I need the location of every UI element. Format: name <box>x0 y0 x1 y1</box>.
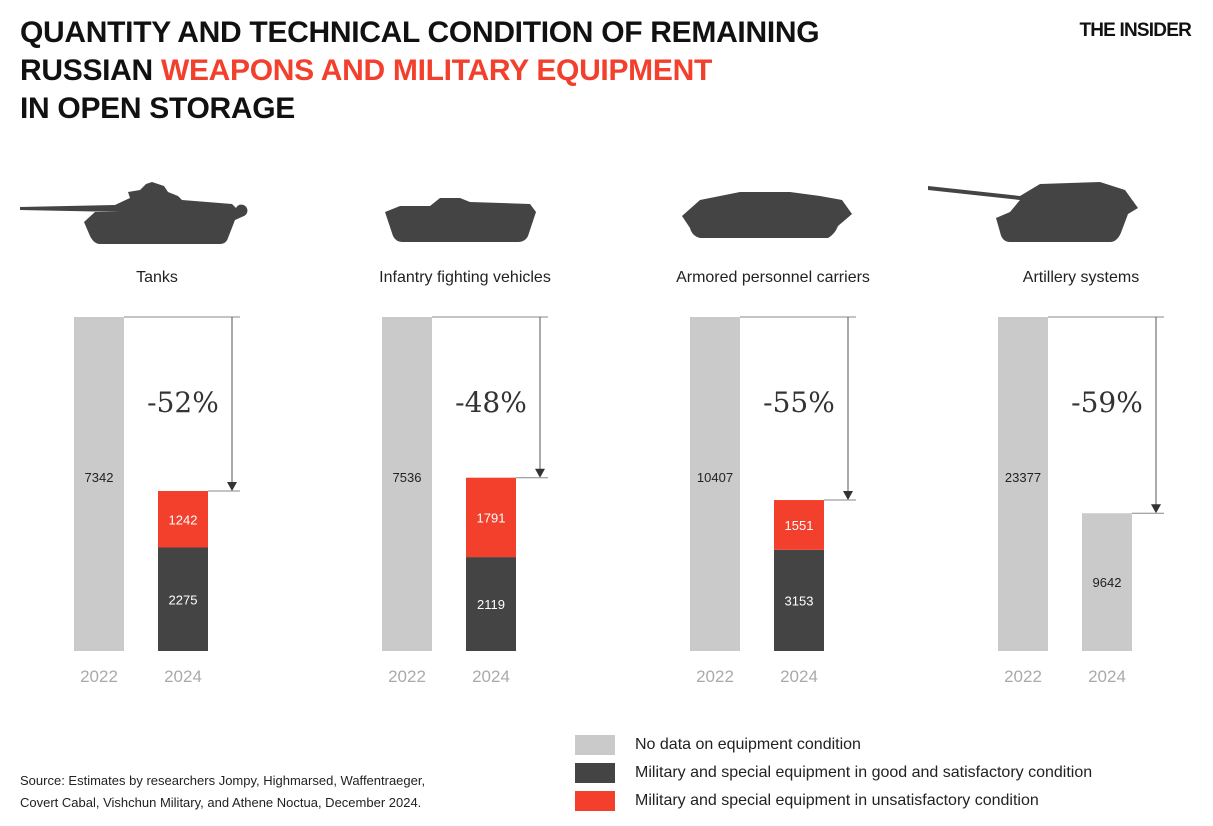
change-label: -48% <box>455 386 527 419</box>
panel-infantry-fighting-vehicles: Infantry fighting vehicles 7536 2119 1791 -4… <box>379 198 551 686</box>
value-label-2024-unsatisfactory: 1551 <box>785 518 814 533</box>
value-label-2022: 7536 <box>393 470 422 485</box>
panel-artillery-systems: Artillery systems 23377 9642 -59% 2022 2024 <box>928 182 1164 686</box>
category-label: Armored personnel carriers <box>676 269 870 286</box>
value-label-2024-good: 2275 <box>169 592 198 607</box>
legend-label: Military and special equipment in unsati… <box>635 792 1039 809</box>
change-label: -52% <box>147 386 219 419</box>
legend-label: Military and special equipment in good a… <box>635 764 1093 781</box>
tank-icon <box>20 182 248 244</box>
title-line-3: IN OPEN STORAGE <box>20 92 295 125</box>
arrow-head <box>227 482 237 492</box>
value-label-2022: 7342 <box>85 470 114 485</box>
value-label-2024-good: 3153 <box>785 593 814 608</box>
value-label-2024-no-data: 9642 <box>1093 575 1122 590</box>
title-highlight: WEAPONS AND MILITARY EQUIPMENT <box>160 54 712 87</box>
year-label-2022: 2022 <box>80 667 118 686</box>
arrow-head <box>843 491 853 501</box>
legend: No data on equipment condition Military … <box>575 731 1092 815</box>
bar-2022 <box>382 317 432 651</box>
value-label-2022: 10407 <box>697 470 733 485</box>
source-line-2: Covert Cabal, Vishchun Military, and Ath… <box>20 795 422 810</box>
artillery-icon <box>928 182 1138 242</box>
the-insider-logo: THE INSIDER <box>1079 20 1191 41</box>
arrow-head <box>1151 504 1161 514</box>
category-label: Artillery systems <box>1023 269 1139 286</box>
year-label-2024: 2024 <box>164 667 202 686</box>
bar-2024-good <box>774 549 824 651</box>
value-label-2024-good: 2119 <box>477 597 505 612</box>
apc-icon <box>682 192 852 238</box>
legend-swatch-unsatisfactory <box>575 791 615 811</box>
year-label-2022: 2022 <box>388 667 426 686</box>
title-line-2: RUSSIAN WEAPONS AND MILITARY EQUIPMENT <box>20 52 819 90</box>
bar-2024-good <box>158 547 208 651</box>
bar-2024-unsatisfactory <box>466 477 516 558</box>
legend-item-no-data: No data on equipment condition <box>575 731 1092 759</box>
category-label: Tanks <box>136 269 178 286</box>
year-label-2022: 2022 <box>1004 667 1042 686</box>
panel-tanks: Tanks 7342 2275 1242 -52% 2022 2024 <box>20 182 248 686</box>
bar-2024-no-data <box>1082 513 1132 651</box>
bar-2022 <box>998 317 1048 651</box>
change-label: -59% <box>1071 386 1143 419</box>
value-label-2024-unsatisfactory: 1791 <box>477 510 506 525</box>
bar-2024-unsatisfactory <box>158 491 208 548</box>
year-label-2024: 2024 <box>780 667 818 686</box>
legend-label: No data on equipment condition <box>635 736 861 753</box>
ifv-icon <box>385 198 536 242</box>
year-label-2022: 2022 <box>696 667 734 686</box>
title-line-1: QUANTITY AND TECHNICAL CONDITION OF REMA… <box>20 16 820 49</box>
value-label-2022: 23377 <box>1005 470 1041 485</box>
bar-2024-unsatisfactory <box>774 500 824 550</box>
arrow-head <box>535 468 545 478</box>
bar-2024-good <box>466 557 516 651</box>
legend-item-good: Military and special equipment in good a… <box>575 759 1092 787</box>
source-line-1: Source: Estimates by researchers Jompy, … <box>20 773 426 788</box>
change-label: -55% <box>763 386 835 419</box>
source-note: Source: Estimates by researchers Jompy, … <box>20 770 425 814</box>
value-label-2024-unsatisfactory: 1242 <box>169 512 198 527</box>
panel-armored-personnel-carriers: Armored personnel carriers 10407 3153 1551 -… <box>676 192 870 686</box>
bar-2022 <box>74 317 124 651</box>
legend-swatch-no-data <box>575 735 615 755</box>
legend-item-unsatisfactory: Military and special equipment in unsati… <box>575 787 1092 815</box>
title-prefix: RUSSIAN <box>20 54 161 87</box>
chart-title: QUANTITY AND TECHNICAL CONDITION OF REMA… <box>20 14 820 128</box>
category-label: Infantry fighting vehicles <box>379 269 551 286</box>
legend-swatch-good <box>575 763 615 783</box>
year-label-2024: 2024 <box>472 667 510 686</box>
year-label-2024: 2024 <box>1088 667 1126 686</box>
bar-2022 <box>690 317 740 651</box>
